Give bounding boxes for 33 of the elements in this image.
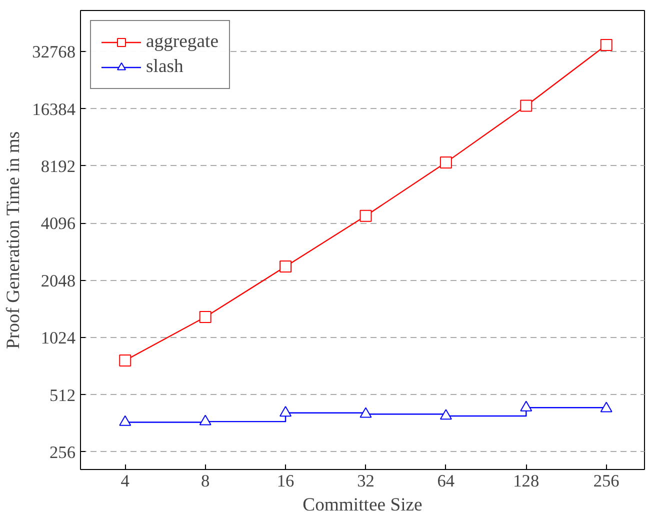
y-tick-label: 2048 [40,271,76,290]
point [440,409,452,420]
x-tick-label: 4 [120,472,130,490]
point [199,414,212,426]
y-tick-label: 512 [50,386,76,405]
y-axis-title: Proof Generation Time in ms [3,131,24,349]
point [360,210,372,222]
x-tick-label: 16 [276,472,295,490]
x-tick-label: 64 [437,472,455,490]
y-tick-label: 4096 [40,214,76,234]
point [119,415,132,426]
y-tick-label: 32768 [32,42,76,62]
y-tick-label: 8192 [40,156,76,176]
x-axis-title: Committee Size [302,494,422,516]
point [199,310,212,323]
point [600,38,612,51]
point [119,354,132,366]
legend-label: aggregate [146,31,219,53]
point [440,156,452,168]
point [520,400,532,412]
y-tick-label: 256 [50,442,76,462]
y-tick-label: 1024 [40,328,76,348]
point [280,260,292,273]
point [280,406,292,417]
point [360,407,372,418]
point [600,402,612,412]
x-tick-label: 8 [200,472,210,490]
x-tick-label: 128 [513,472,540,490]
point [520,100,532,112]
y-tick-label: 16384 [32,100,76,119]
legend-label: slash [146,56,184,78]
x-tick-label: 256 [593,472,620,490]
x-tick-label: 32 [357,472,374,490]
